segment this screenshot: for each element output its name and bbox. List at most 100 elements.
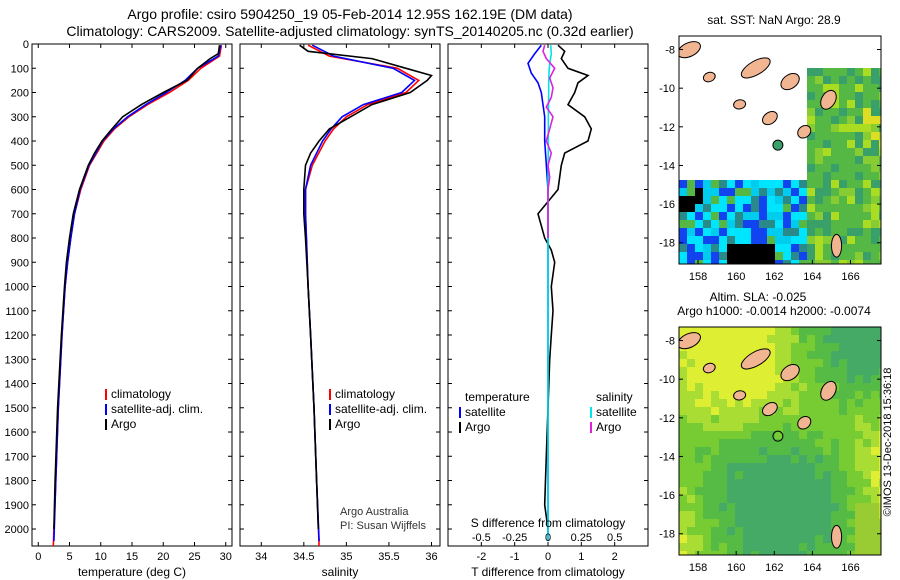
s-tick-label: -0.25 [502,532,527,544]
map-cell [783,551,792,555]
map-cell [807,471,816,480]
map-cell [815,140,824,149]
map-cell [855,244,864,253]
map-cell [719,212,728,221]
map-cell [791,487,800,496]
map-cell [839,495,848,504]
lon-tick-label: 166 [841,562,859,574]
map-cell [711,196,720,205]
map-cell [767,495,776,504]
lon-tick-label: 162 [765,562,783,574]
y-tick-label: 1400 [5,379,29,391]
map-cell [759,487,768,496]
map-cell [775,383,784,392]
map-cell [879,236,881,245]
map-cell [743,343,752,352]
map-cell [735,383,744,392]
map-cell [783,399,792,408]
temperature-frame [31,43,233,547]
series-line-argo [299,44,433,530]
map-cell [831,212,840,221]
map-cell [863,180,872,189]
map-cell [871,252,880,261]
lon-tick-label: 162 [765,271,783,283]
map-cell [847,252,856,261]
map-cell [791,236,800,245]
map-cell [727,479,736,488]
map-cell [743,455,752,464]
map-cell [871,260,880,264]
map-cell [815,535,824,544]
map-cell [687,495,696,504]
map-cell [863,471,872,480]
map-cell [847,100,856,109]
map-cell [807,108,816,117]
map-cell [855,487,864,496]
map-cell [815,399,824,408]
map-cell [831,367,840,376]
map-cell [679,399,688,408]
map-cell [863,244,872,253]
map-cell [775,335,784,344]
map-cell [679,423,688,432]
map-cell [767,503,776,512]
map-cell [847,535,856,544]
map-cell [727,543,736,552]
map-cell [703,511,712,520]
map-cell [871,204,880,213]
map-cell [783,351,792,360]
map-cell [759,244,768,253]
map-cell [703,471,712,480]
map-cell [679,252,688,261]
map-cell [863,367,872,376]
lat-tick-label: -8 [665,45,675,57]
map-cell [831,487,840,496]
map-cell [855,415,864,424]
map-cell [879,503,881,512]
map-cell [807,68,816,77]
map-cell [855,447,864,456]
map-cell [743,439,752,448]
map-cell [719,188,728,197]
map-cell [743,327,752,336]
map-cell [743,244,752,253]
map-cell [815,447,824,456]
legend-label: Argo [465,420,491,434]
map-cell [815,391,824,400]
map-cell [775,343,784,352]
map-cell [743,463,752,472]
map-cell [711,343,720,352]
map-cell [831,172,840,181]
map-cell [743,487,752,496]
map-cell [815,108,824,117]
map-cell [871,367,880,376]
map-cell [751,244,760,253]
map-cell [735,180,744,189]
map-cell [815,439,824,448]
map-cell [807,164,816,173]
map-cell [855,68,864,77]
map-cell [863,543,872,552]
map-cell [727,343,736,352]
map-cell [847,391,856,400]
map-cell [727,196,736,205]
map-cell [863,100,872,109]
map-cell [687,196,696,205]
salinity-panel: 34 34.5 35 35.5 36 salinity climatologysatelli… [239,43,441,579]
map-cell [767,244,776,253]
map-cell [711,375,720,384]
map-cell [863,511,872,520]
map-cell [751,375,760,384]
map-cell [695,439,704,448]
map-cell [711,551,720,555]
map-cell [807,244,816,253]
map-cell [775,519,784,528]
map-cell [679,479,688,488]
map-cell [791,479,800,488]
map-cell [751,180,760,189]
map-cell [807,148,816,157]
map-cell [863,535,872,544]
map-cell [823,108,832,117]
map-cell [799,367,808,376]
map-cell [727,335,736,344]
